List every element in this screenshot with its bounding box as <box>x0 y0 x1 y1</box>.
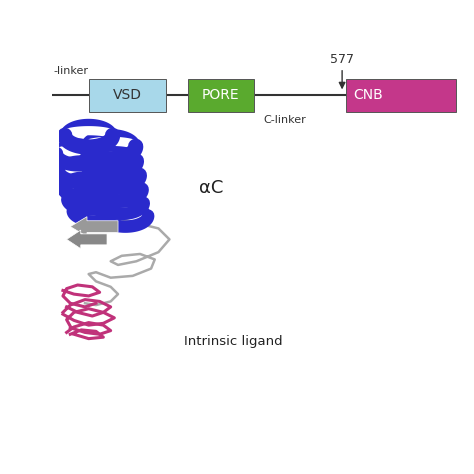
FancyArrow shape <box>70 217 118 237</box>
Text: 577: 577 <box>330 54 354 66</box>
Text: C-linker: C-linker <box>263 115 306 125</box>
Text: αC: αC <box>199 179 223 197</box>
Text: PORE: PORE <box>202 88 240 102</box>
Text: VSD: VSD <box>113 88 142 102</box>
FancyBboxPatch shape <box>89 79 166 112</box>
Text: Intrinsic ligand: Intrinsic ligand <box>184 335 283 348</box>
FancyBboxPatch shape <box>346 79 456 112</box>
Text: -linker: -linker <box>54 66 89 76</box>
FancyBboxPatch shape <box>188 79 254 112</box>
FancyArrow shape <box>66 230 107 249</box>
Text: CNB: CNB <box>353 88 383 102</box>
